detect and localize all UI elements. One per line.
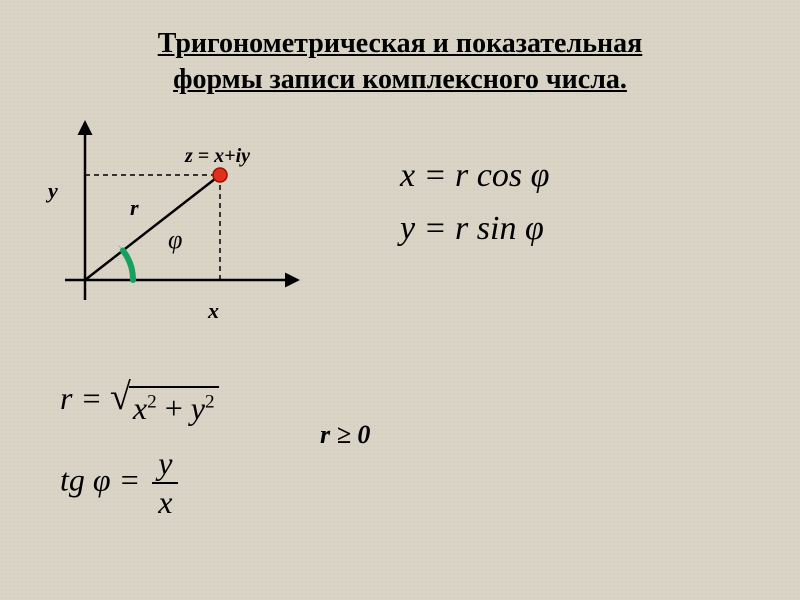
exp-y: 2 [205,391,215,412]
sqrt-icon: √ [110,382,131,412]
slide-title: Тригонометрическая и показательная формы… [0,0,800,99]
exp-x: 2 [147,391,157,412]
r-condition: r ≥ 0 [320,420,370,450]
eq-r-lhs: r = [60,380,110,416]
eq-tg-lhs: tg φ = [60,461,148,497]
fraction: y x [152,445,178,521]
argand-diagram: z = x+iy y r φ x [30,120,310,340]
equations-modulus-arg: r = √ x2 + y2 tg φ = y x [60,380,219,521]
eq-x: x = r cos φ [400,150,549,203]
diagram-label-phi: φ [168,225,182,254]
eq-r: r = √ x2 + y2 [60,380,219,427]
radicand-plus: + [165,390,191,426]
eq-y: y = r sin φ [400,203,549,256]
diagram-svg: z = x+iy y r φ x [30,120,310,340]
title-line-1: Тригонометрическая и показательная [0,26,800,62]
diagram-label-z: z = x+iy [184,145,250,167]
diagram-label-x: x [207,298,219,323]
sqrt-radicand: x2 + y2 [129,386,219,427]
r-condition-text: r ≥ 0 [320,420,370,449]
frac-num: y [152,445,178,484]
eq-tg: tg φ = y x [60,445,219,521]
diagram-label-r: r [130,195,139,220]
frac-den: x [152,484,178,521]
sqrt-expression: √ x2 + y2 [110,382,219,427]
equations-polar: x = r cos φ y = r sin φ [400,150,549,255]
title-line-2: формы записи комплексного числа. [0,62,800,98]
diagram-label-y: y [45,178,58,203]
radicand-x: x [133,390,147,426]
radicand-y: y [191,390,205,426]
